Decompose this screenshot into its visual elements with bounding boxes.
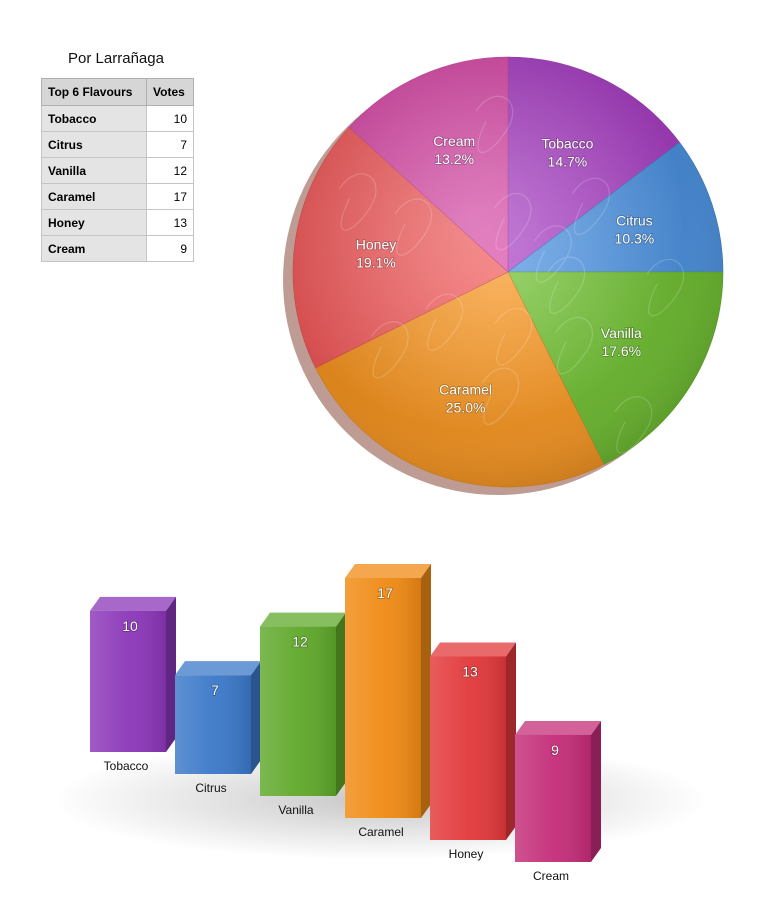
pie-percent-vanilla: 17.6% xyxy=(601,343,641,359)
bar-top-honey xyxy=(430,642,516,657)
bar-gloss-vanilla xyxy=(260,626,336,796)
flavour-name-cell: Cream xyxy=(41,235,147,262)
bar-value-honey: 13 xyxy=(462,663,478,679)
pie-percent-caramel: 25.0% xyxy=(446,399,486,415)
pie-label-vanilla: Vanilla xyxy=(601,325,642,341)
bar-top-citrus xyxy=(175,661,261,676)
bar-gloss-honey xyxy=(430,656,506,840)
pie-label-caramel: Caramel xyxy=(439,381,492,397)
pie-percent-cream: 13.2% xyxy=(434,151,474,167)
pie-chart: Tobacco 14.7% Citrus 10.3% Vanilla 17.6% Caram… xyxy=(283,56,724,495)
bar-category-tobacco: Tobacco xyxy=(104,759,149,773)
bar-side-caramel xyxy=(421,564,431,818)
votes-table: Top 6 Flavours Votes Tobacco 10 Citrus 7 V… xyxy=(41,78,194,262)
bar-side-honey xyxy=(506,642,516,840)
table-row: Cream 9 xyxy=(41,235,194,262)
bar-category-cream: Cream xyxy=(533,869,569,883)
pie-label-tobacco: Tobacco xyxy=(541,136,593,152)
bar-side-citrus xyxy=(251,661,261,774)
bar-value-vanilla: 12 xyxy=(292,634,308,650)
bar-category-honey: Honey xyxy=(449,847,484,861)
pie-label-honey: Honey xyxy=(356,237,396,253)
flavour-name-cell: Vanilla xyxy=(41,157,147,184)
flavour-name-cell: Caramel xyxy=(41,183,147,210)
table-row: Vanilla 12 xyxy=(41,157,194,184)
pie-label-citrus: Citrus xyxy=(616,213,653,229)
bar-value-cream: 9 xyxy=(551,742,559,758)
bar-gloss-tobacco xyxy=(90,610,166,752)
bar-gloss-citrus xyxy=(175,675,251,774)
votes-cell: 17 xyxy=(146,183,194,210)
flavour-name-cell: Tobacco xyxy=(41,105,147,132)
pie-label-cream: Cream xyxy=(433,133,475,149)
bar-top-vanilla xyxy=(260,612,346,627)
bar-category-citrus: Citrus xyxy=(195,781,226,795)
bar-category-caramel: Caramel xyxy=(358,825,403,839)
votes-cell: 12 xyxy=(146,157,194,184)
bar-category-vanilla: Vanilla xyxy=(278,803,313,817)
bar-side-vanilla xyxy=(336,612,346,796)
pie-percent-tobacco: 14.7% xyxy=(548,154,588,170)
bar-value-caramel: 17 xyxy=(377,585,393,601)
column-header-votes: Votes xyxy=(146,78,194,106)
bar-gloss-cream xyxy=(515,734,591,862)
flavour-name-cell: Honey xyxy=(41,209,147,236)
bar-top-tobacco xyxy=(90,596,176,611)
bar-side-cream xyxy=(591,720,601,862)
pie-sheen xyxy=(293,57,723,487)
table-row: Caramel 17 xyxy=(41,183,194,210)
pie-percent-citrus: 10.3% xyxy=(615,231,655,247)
bar-value-citrus: 7 xyxy=(211,682,219,698)
pie-percent-honey: 19.1% xyxy=(356,255,396,271)
bar-top-cream xyxy=(515,720,601,735)
table-title: Por Larrañaga xyxy=(68,50,164,67)
bar-top-caramel xyxy=(345,564,431,578)
bar-side-tobacco xyxy=(166,596,176,752)
table-header-row: Top 6 Flavours Votes xyxy=(41,78,194,106)
votes-cell: 9 xyxy=(146,235,194,262)
bar-chart: 10 Tobacco 7 Citrus 12 Vanilla 17 Caramel 13 Hone… xyxy=(50,564,710,883)
bar-value-tobacco: 10 xyxy=(122,618,138,634)
bar-gloss-caramel xyxy=(345,578,421,818)
table-row: Tobacco 10 xyxy=(41,105,194,132)
flavour-name-cell: Citrus xyxy=(41,131,147,158)
